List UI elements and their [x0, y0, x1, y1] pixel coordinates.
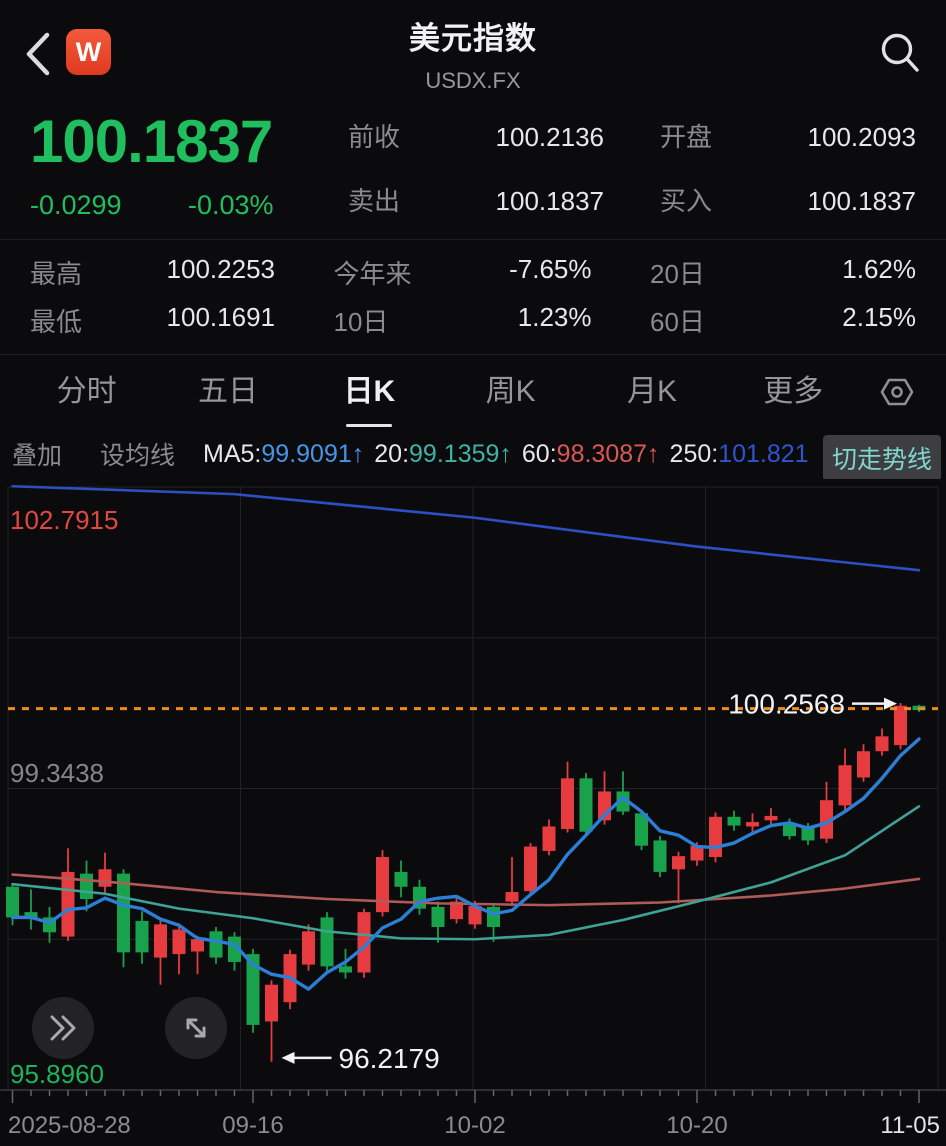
stat-value: -7.65% [509, 253, 592, 284]
ma250-readout: 250:101.821 [669, 439, 809, 468]
last-price: 100.1837 [30, 108, 273, 175]
field-value: 100.2136 [495, 122, 604, 152]
field-label: 买入 [660, 186, 713, 216]
period-tabs: 分时 五日 日K 周K 月K 更多 [0, 355, 946, 429]
stat-high: 最高 100.2253 [30, 254, 275, 291]
switch-to-trend-line-button[interactable]: 切走势线 [822, 435, 941, 479]
stat-ytd: 今年来 -7.65% [334, 254, 592, 291]
svg-text:99.3438: 99.3438 [10, 758, 104, 788]
back-chevron-icon [26, 32, 50, 76]
wind-logo: W [66, 29, 111, 75]
ma20-readout: 20:99.1359↑ [374, 439, 512, 468]
ma5-readout: MA5:99.9091↑ [203, 439, 365, 468]
field-value: 100.2093 [807, 122, 916, 152]
stat-label: 60日 [650, 306, 705, 337]
svg-text:102.7915: 102.7915 [10, 505, 118, 535]
ma-readouts: MA5:99.9091↑ 20:99.1359↑ 60:98.3087↑ 250… [203, 440, 934, 469]
header: W 美元指数 USDX.FX [0, 0, 946, 104]
gear-icon [880, 378, 914, 406]
field-ask: 卖出 100.1837 [348, 186, 604, 216]
tab-more[interactable]: 更多 [763, 375, 824, 408]
field-bid: 买入 100.1837 [660, 186, 916, 216]
stat-60d: 60日 2.15% [650, 302, 916, 339]
field-label: 卖出 [348, 186, 401, 216]
expand-diagonal-icon [186, 1018, 206, 1038]
svg-text:95.8960: 95.8960 [10, 1059, 104, 1089]
kline-chart-area: 2025-08-28 09-16 10-02 10-20 11-05 102.7915 99… [0, 483, 946, 1146]
double-chevron-right-icon [50, 1015, 76, 1041]
wind-logo-letter: W [75, 36, 102, 67]
stat-value: 2.15% [842, 301, 916, 332]
fullscreen-button[interactable] [165, 997, 227, 1059]
price-change: -0.0299 [30, 190, 122, 220]
quote-panel: 100.1837 -0.0299 -0.03% 前收 100.2136 开盘 1… [0, 104, 946, 221]
stat-label: 20日 [650, 258, 705, 289]
field-open: 开盘 100.2093 [660, 122, 916, 152]
stat-label: 10日 [333, 306, 389, 337]
stat-value: 100.1691 [166, 301, 275, 332]
svg-text:2025-08-28: 2025-08-28 [8, 1112, 131, 1139]
kline-chart[interactable]: 2025-08-28 09-16 10-02 10-20 11-05 102.7915 99… [0, 483, 946, 1146]
stat-value: 1.23% [517, 301, 592, 332]
svg-text:100.2568: 100.2568 [728, 689, 845, 720]
field-value: 100.1837 [807, 186, 916, 216]
collapse-panel-button[interactable] [32, 997, 94, 1059]
tab-minute[interactable]: 分时 [56, 375, 117, 408]
stats-panel: 最高 100.2253 今年来 -7.65% 20日 1.62% 最低 100.… [0, 239, 946, 355]
stat-label: 最低 [30, 306, 83, 337]
stat-10d: 10日 1.23% [334, 302, 592, 339]
stat-20d: 20日 1.62% [650, 254, 916, 291]
set-ma-button[interactable]: 设均线 [100, 442, 176, 470]
search-icon [881, 33, 919, 72]
stat-label: 最高 [30, 258, 83, 289]
stat-value: 100.2253 [166, 253, 275, 284]
ma60-readout: 60:98.3087↑ [521, 439, 660, 468]
chart-settings-button[interactable] [864, 355, 930, 429]
price-change-percent: -0.03% [188, 190, 274, 220]
svg-text:11-05: 11-05 [880, 1112, 940, 1139]
back-button[interactable] [22, 30, 56, 78]
page-title: 美元指数 [409, 21, 537, 56]
stat-low: 最低 100.1691 [30, 302, 275, 339]
tab-daily-k[interactable]: 日K [299, 355, 440, 429]
svg-text:10-02: 10-02 [444, 1112, 505, 1139]
field-value: 100.1837 [495, 186, 604, 216]
svg-text:10-20: 10-20 [666, 1112, 727, 1139]
field-label: 前收 [348, 122, 401, 152]
overlay-button[interactable]: 叠加 [12, 442, 63, 470]
svg-text:96.2179: 96.2179 [339, 1043, 440, 1074]
tab-5day[interactable]: 五日 [197, 375, 258, 408]
field-prev-close: 前收 100.2136 [348, 122, 604, 152]
search-button[interactable] [878, 30, 922, 76]
tab-monthly-k[interactable]: 月K [626, 375, 677, 408]
stat-label: 今年来 [333, 258, 412, 289]
stat-value: 1.62% [842, 253, 916, 284]
tab-weekly-k[interactable]: 周K [485, 375, 536, 408]
field-label: 开盘 [660, 122, 713, 152]
svg-text:09-16: 09-16 [222, 1112, 283, 1139]
instrument-code: USDX.FX [425, 68, 521, 93]
ma-indicator-bar: 叠加 设均线 MA5:99.9091↑ 20:99.1359↑ 60:98.30… [0, 429, 946, 479]
